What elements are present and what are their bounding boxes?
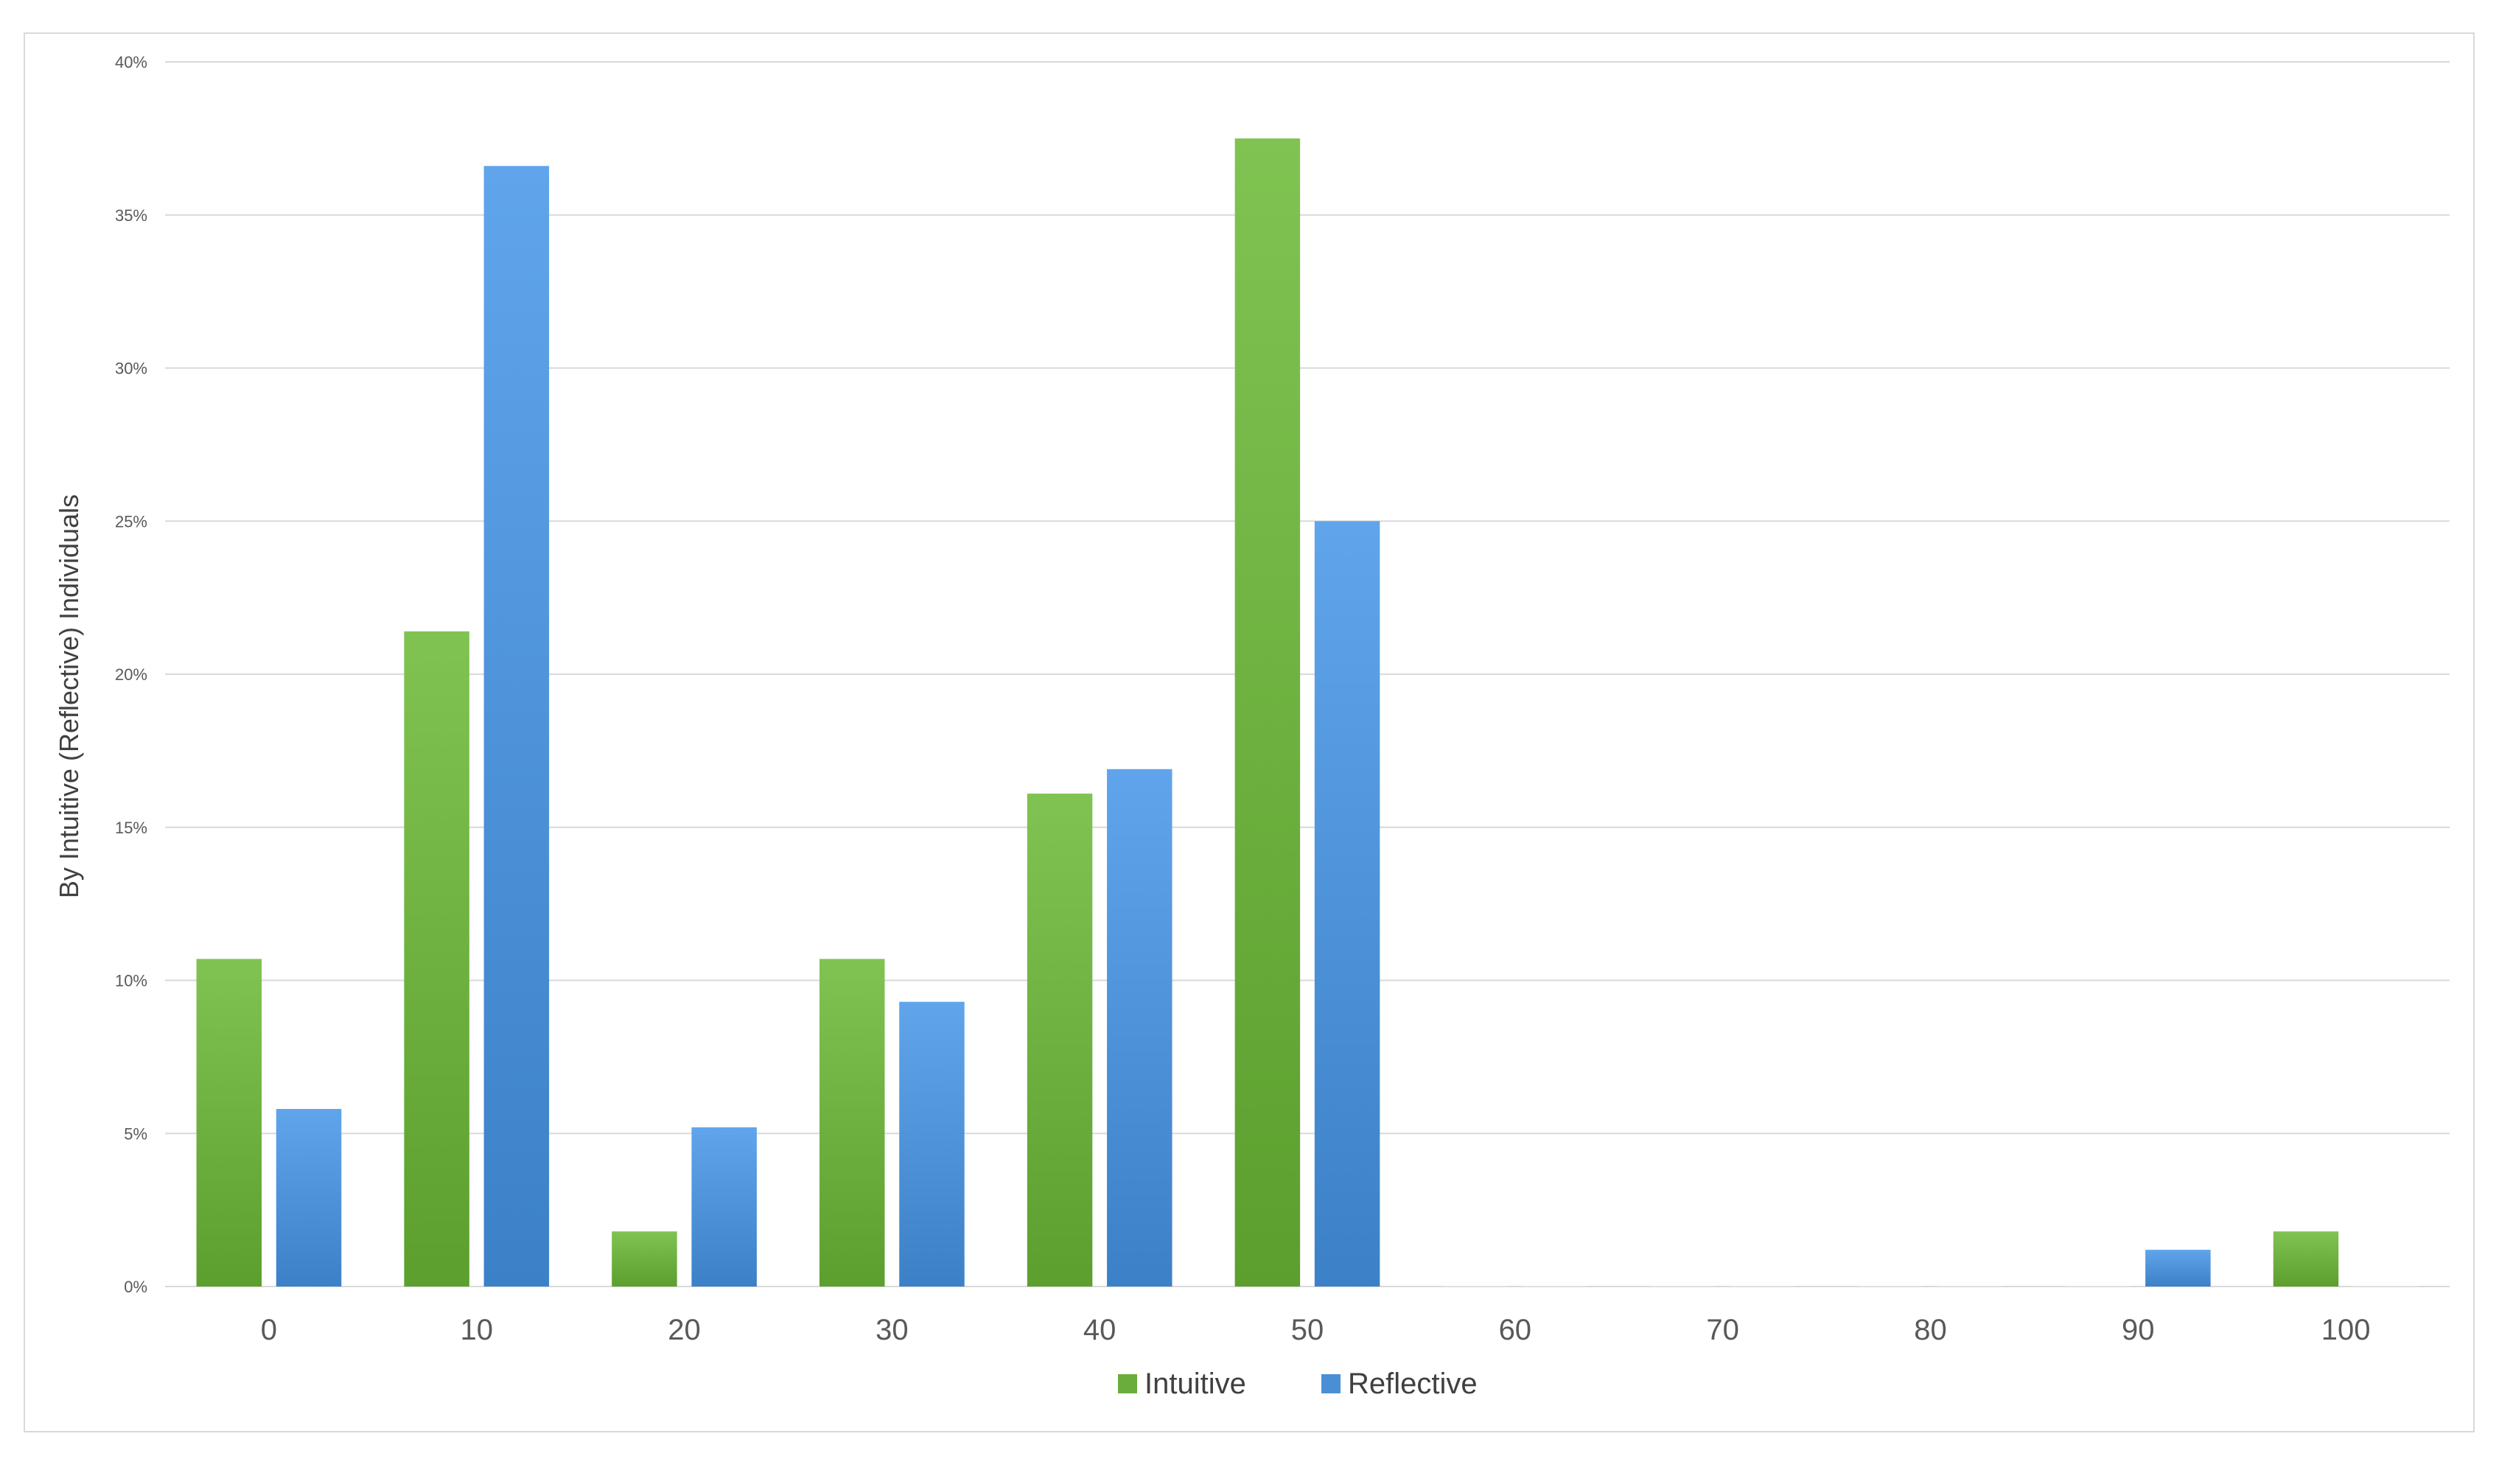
x-tick-label: 40 (1083, 1314, 1116, 1346)
bar-reflective-80 (1937, 1286, 2003, 1287)
bar-reflective-40 (1107, 769, 1172, 1287)
bar-intuitive-80 (1858, 1286, 1923, 1287)
bar-intuitive-20 (612, 1231, 677, 1287)
bar-reflective-30 (899, 1001, 965, 1287)
y-tick-label: 5% (124, 1124, 147, 1143)
x-tick-label: 100 (2321, 1314, 2371, 1346)
bar-intuitive-100 (2273, 1231, 2339, 1287)
bar-intuitive-0 (196, 959, 262, 1287)
bar-chart: 0% 5% 10% 15% 20% 25% 30% 35% 40% 0 10 20 30 40 50 60 7… (54, 53, 2450, 1400)
bar-reflective-100 (2352, 1286, 2419, 1287)
legend: Intuitive Reflective (1118, 1368, 1478, 1400)
legend-swatch-intuitive (1118, 1374, 1137, 1393)
legend-swatch-reflective (1321, 1374, 1341, 1393)
bar-reflective-50 (1314, 521, 1380, 1287)
y-tick-label: 40% (115, 53, 147, 71)
x-tick-label: 0 (261, 1314, 277, 1346)
bar-reflective-60 (1522, 1286, 1588, 1287)
bar-intuitive-60 (1442, 1286, 1508, 1287)
bars (196, 138, 2419, 1287)
y-tick-label: 35% (115, 206, 147, 225)
x-axis-ticks: 0 10 20 30 40 50 60 70 80 90 100 (261, 1314, 2371, 1346)
bar-reflective-20 (691, 1127, 757, 1287)
x-tick-label: 80 (1914, 1314, 1947, 1346)
x-tick-label: 50 (1291, 1314, 1324, 1346)
x-tick-label: 30 (875, 1314, 909, 1346)
bar-intuitive-30 (819, 959, 885, 1287)
x-tick-label: 10 (460, 1314, 493, 1346)
bar-intuitive-70 (1650, 1286, 1716, 1287)
y-tick-label: 30% (115, 360, 147, 378)
y-tick-label: 15% (115, 819, 147, 837)
y-axis-ticks: 0% 5% 10% 15% 20% 25% 30% 35% 40% (115, 53, 147, 1296)
chart-frame: 0% 5% 10% 15% 20% 25% 30% 35% 40% 0 10 20 30 40 50 60 7… (24, 32, 2475, 1432)
bar-reflective-10 (483, 166, 550, 1287)
legend-label-intuitive: Intuitive (1144, 1368, 1246, 1400)
x-tick-label: 90 (2122, 1314, 2155, 1346)
y-tick-label: 20% (115, 665, 147, 684)
y-axis-title: By Intuitive (Reflective) Individuals (54, 494, 84, 898)
bar-intuitive-40 (1027, 794, 1093, 1287)
y-tick-label: 25% (115, 512, 147, 531)
bar-reflective-70 (1730, 1286, 1795, 1287)
bar-intuitive-90 (2065, 1286, 2131, 1287)
y-tick-label: 0% (124, 1278, 147, 1296)
y-tick-label: 10% (115, 972, 147, 990)
bar-reflective-90 (2145, 1250, 2211, 1287)
x-tick-label: 70 (1706, 1314, 1739, 1346)
x-tick-label: 20 (668, 1314, 701, 1346)
x-tick-label: 60 (1499, 1314, 1532, 1346)
bar-intuitive-10 (404, 631, 469, 1287)
bar-reflective-0 (276, 1109, 342, 1287)
legend-label-reflective: Reflective (1348, 1368, 1478, 1400)
bar-intuitive-50 (1234, 138, 1301, 1287)
